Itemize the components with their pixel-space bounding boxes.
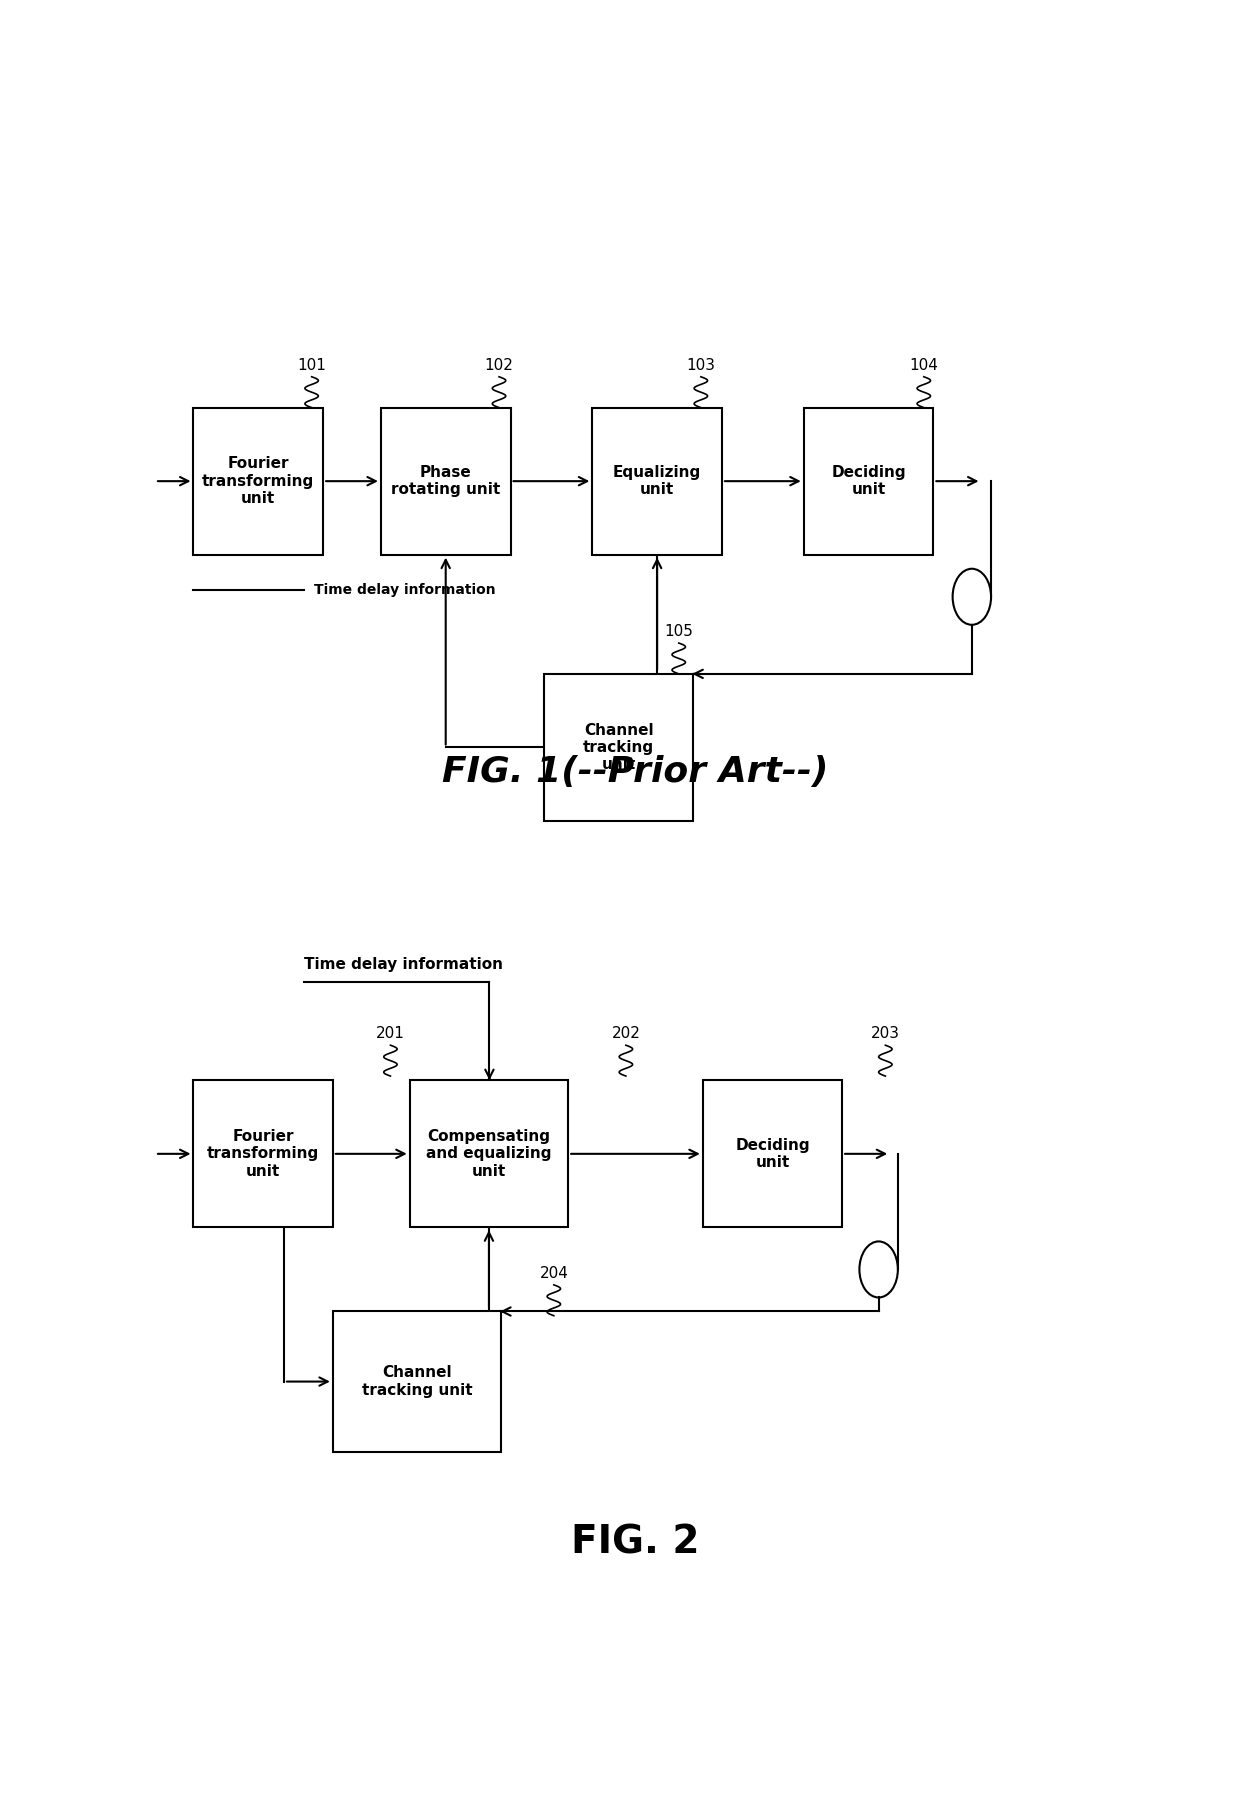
Text: 101: 101	[298, 357, 326, 373]
FancyBboxPatch shape	[332, 1312, 501, 1452]
FancyBboxPatch shape	[593, 408, 722, 555]
Text: Fourier
transforming
unit: Fourier transforming unit	[207, 1128, 319, 1179]
Text: 104: 104	[909, 357, 939, 373]
Text: Phase
rotating unit: Phase rotating unit	[391, 464, 500, 497]
Text: 105: 105	[665, 624, 693, 639]
Text: FIG. 1(--Prior Art--): FIG. 1(--Prior Art--)	[443, 755, 828, 788]
Text: Deciding
unit: Deciding unit	[735, 1138, 810, 1170]
FancyBboxPatch shape	[193, 408, 324, 555]
FancyBboxPatch shape	[804, 408, 934, 555]
Text: Channel
tracking unit: Channel tracking unit	[362, 1365, 472, 1398]
Text: Channel
tracking
unit: Channel tracking unit	[583, 723, 655, 772]
Text: FIG. 2: FIG. 2	[572, 1523, 699, 1562]
Text: Time delay information: Time delay information	[304, 957, 503, 972]
Text: 102: 102	[485, 357, 513, 373]
Text: 204: 204	[539, 1265, 568, 1281]
Text: 203: 203	[870, 1026, 900, 1041]
Text: Equalizing
unit: Equalizing unit	[613, 464, 702, 497]
FancyBboxPatch shape	[193, 1081, 332, 1227]
Text: Fourier
transforming
unit: Fourier transforming unit	[202, 457, 315, 506]
Text: 202: 202	[611, 1026, 640, 1041]
FancyBboxPatch shape	[409, 1081, 568, 1227]
FancyBboxPatch shape	[381, 408, 511, 555]
FancyBboxPatch shape	[544, 673, 693, 821]
FancyBboxPatch shape	[703, 1081, 842, 1227]
Text: Time delay information: Time delay information	[314, 582, 495, 597]
Text: 201: 201	[376, 1026, 405, 1041]
Text: Compensating
and equalizing
unit: Compensating and equalizing unit	[427, 1128, 552, 1179]
Text: 103: 103	[687, 357, 715, 373]
Text: Deciding
unit: Deciding unit	[831, 464, 906, 497]
